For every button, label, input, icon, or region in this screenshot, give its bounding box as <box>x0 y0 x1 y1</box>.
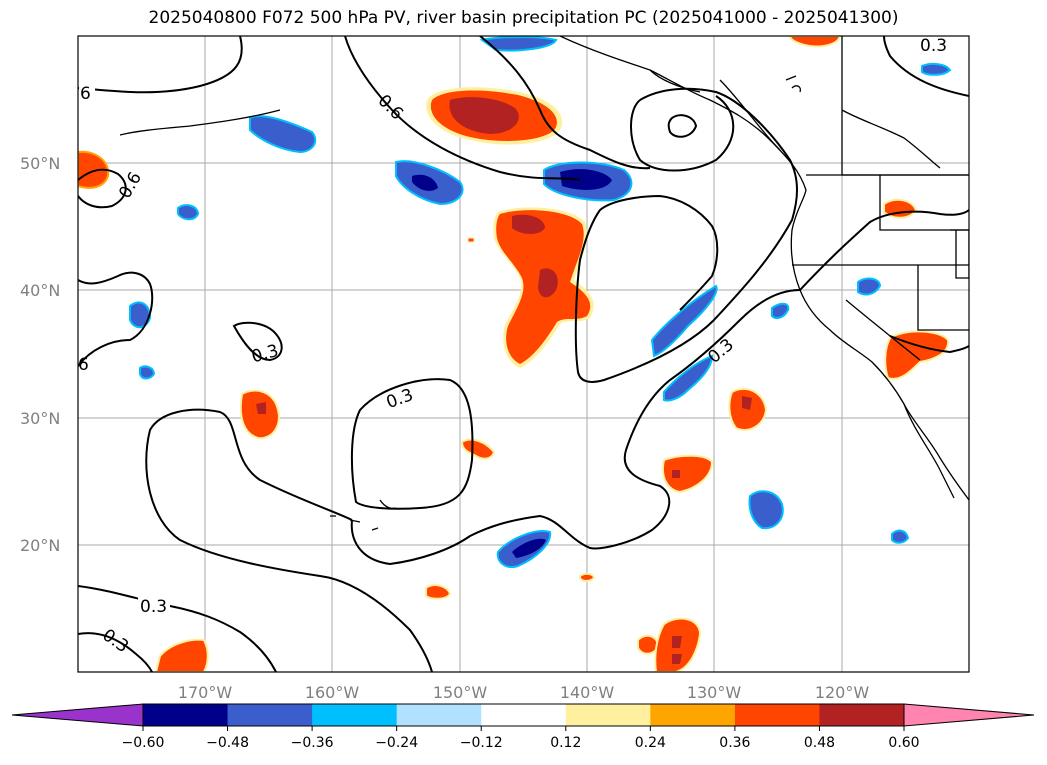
lat-label-30n: 30°N <box>20 409 60 428</box>
coastlines <box>119 36 969 531</box>
lon-label-170w: 170°W <box>178 683 233 702</box>
colorbar-tick-label: −0.24 <box>375 735 418 751</box>
colorbar-segments <box>12 704 1034 726</box>
pv-contour-0.3-closed <box>630 95 735 172</box>
colorbar-segment <box>312 704 398 726</box>
colorbar-tick-label: −0.36 <box>291 735 334 751</box>
longitude-labels: 170°W 160°W 150°W 140°W 130°W 120°W <box>178 683 870 702</box>
lat-label-20n: 20°N <box>20 536 60 555</box>
pv-contour-0.3-north <box>479 36 651 170</box>
precip-negative-area <box>129 36 952 568</box>
pv-contours <box>78 36 969 672</box>
pv-contour-0.3-south-b <box>78 632 153 672</box>
pv-contour-0.3-south-a <box>78 585 277 672</box>
colorbar-segment <box>396 704 482 726</box>
colorbar-extend-low <box>12 704 143 726</box>
lon-label-120w: 120°W <box>815 683 870 702</box>
lon-label-160w: 160°W <box>305 683 360 702</box>
colorbar-tick-label: 0.12 <box>550 735 581 751</box>
lat-label-50n: 50°N <box>20 154 60 173</box>
colorbar-tick-label: 0.48 <box>804 735 835 751</box>
pv-contour-0.3-closed-center <box>350 378 474 510</box>
pv-contour-0.6-c <box>78 168 127 209</box>
map-title: 2025040800 F072 500 hPa PV, river basin … <box>148 8 899 28</box>
colorbar-tick-label: 0.60 <box>888 735 919 751</box>
colorbar: −0.60 −0.48 −0.36 −0.24 −0.12 0.12 0.24 0.36 0.4… <box>11 703 1035 751</box>
colorbar-tick-label: 0.36 <box>719 735 750 751</box>
colorbar-frame <box>142 703 905 727</box>
colorbar-segment <box>819 704 905 726</box>
pv-contour-0.3-central <box>350 289 801 566</box>
pv-contour-0.3-sw <box>145 408 433 672</box>
pv-contour-east <box>889 335 969 354</box>
pv-contour-0.3-east <box>799 209 969 291</box>
pv-contour-0.6-a <box>78 36 243 94</box>
precip-positive-area <box>78 36 950 672</box>
contour-label: 0.3 <box>140 597 167 617</box>
colorbar-ticks: −0.60 −0.48 −0.36 −0.24 −0.12 0.12 0.24 0.36 0.4… <box>122 726 920 751</box>
colorbar-extend-high <box>904 704 1034 726</box>
colorbar-segment <box>565 704 651 726</box>
pv-contour-small-closed <box>667 114 698 138</box>
pv-contour-0.3-ne <box>883 36 969 97</box>
lon-label-130w: 130°W <box>687 683 742 702</box>
pv-contour-0.6-west <box>78 271 154 367</box>
colorbar-segment <box>734 704 820 726</box>
latitude-labels: 50°N 40°N 30°N 20°N <box>20 154 60 555</box>
contour-label: 6 <box>78 355 89 375</box>
lat-label-40n: 40°N <box>20 281 60 300</box>
colorbar-tick-label: −0.60 <box>122 735 165 751</box>
colorbar-segment <box>227 704 313 726</box>
contour-label: 0.3 <box>920 36 947 56</box>
lon-label-150w: 150°W <box>433 683 488 702</box>
colorbar-tick-label: −0.48 <box>206 735 249 751</box>
colorbar-tick-label: 0.24 <box>635 735 666 751</box>
pv-contour-0.3-small <box>232 321 283 362</box>
precip-shading <box>78 36 952 672</box>
colorbar-segment <box>650 704 736 726</box>
lon-label-140w: 140°W <box>560 683 615 702</box>
contour-label: 6 <box>80 84 91 104</box>
colorbar-segment <box>481 704 567 726</box>
colorbar-tick-label: −0.12 <box>460 735 503 751</box>
colorbar-segment <box>143 704 229 726</box>
pv-contour-0.6-b <box>344 36 581 181</box>
pv-contour-0.3-ridge <box>574 87 798 383</box>
map-border <box>77 35 970 673</box>
